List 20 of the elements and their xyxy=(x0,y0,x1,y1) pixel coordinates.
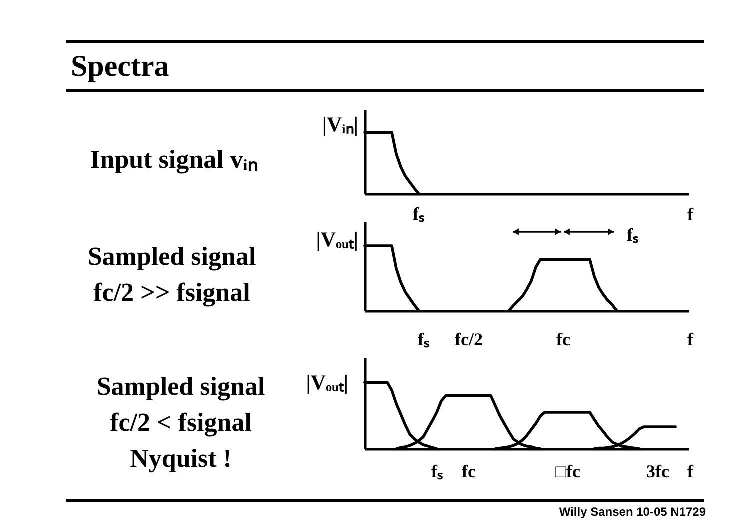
y-axis-title: |Vᵢₙ| xyxy=(322,112,358,136)
text: fₛ xyxy=(627,225,639,245)
text: Sampled signal fc/2 < fsignal Nyquist ! xyxy=(96,372,266,473)
text: Willy Sansen 10-05 N1729 xyxy=(559,505,706,519)
x-tick-label: fc/2 xyxy=(455,330,483,350)
text: Spectra xyxy=(71,50,170,83)
x-tick-label: 3fc xyxy=(646,462,670,482)
x-tick-label: fc xyxy=(556,330,570,350)
x-tick-label: □fc xyxy=(556,462,580,482)
x-axis-title: f xyxy=(688,462,694,482)
x-axis-title: f xyxy=(688,330,694,350)
y-axis-title: |Vₒᵤₜ| xyxy=(316,228,358,252)
text: fₛ xyxy=(413,204,425,224)
text: Input signal vᵢₙ xyxy=(90,145,258,174)
x-tick-label: fₛ xyxy=(418,330,430,350)
x-tick-label: fₛ xyxy=(432,462,444,482)
x-tick-label: fc xyxy=(462,462,476,482)
text: Sampled signal fc/2 >> fsignal xyxy=(88,242,256,307)
y-axis-title: |Vₒᵤₜ| xyxy=(306,370,348,394)
x-axis-title: f xyxy=(688,204,694,224)
